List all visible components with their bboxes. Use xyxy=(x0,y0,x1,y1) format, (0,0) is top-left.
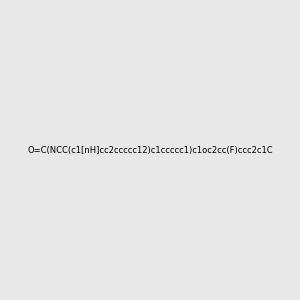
Text: O=C(NCC(c1[nH]cc2ccccc12)c1ccccc1)c1oc2cc(F)ccc2c1C: O=C(NCC(c1[nH]cc2ccccc12)c1ccccc1)c1oc2c… xyxy=(27,146,273,154)
